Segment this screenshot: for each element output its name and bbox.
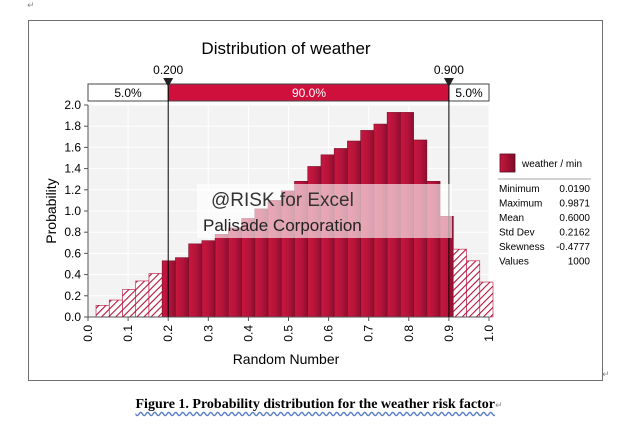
x-axis-ticks: 0.0 0.1 0.2 0.3 0.4 0.5 0.6 0.7 0.8 0.9 1.0 — [81, 317, 496, 342]
legend-series-label: weather / min — [521, 159, 582, 170]
band-right-percent: 5.0% — [455, 86, 483, 100]
y-tick-label: 0.2 — [64, 289, 81, 303]
stat-value: 0.9871 — [559, 199, 590, 210]
y-tick-label: 1.6 — [64, 140, 81, 154]
histogram-bar — [148, 273, 163, 318]
histogram-bar — [108, 299, 123, 318]
paragraph-mark-right: ↵ — [602, 370, 610, 380]
watermark-line-2: Palisade Corporation — [203, 216, 362, 235]
histogram-bar — [453, 248, 467, 318]
watermark-line-1: @RISK for Excel — [211, 190, 354, 211]
y-tick-label: 0.8 — [64, 225, 81, 239]
x-tick-label: 0.3 — [201, 325, 215, 342]
band-middle-percent: 90.0% — [292, 86, 326, 100]
y-axis-ticks: 0.0 0.2 0.4 0.6 0.8 1.0 1.2 1.4 1.6 1.8 2.0 — [64, 98, 88, 324]
stat-label: Minimum — [499, 184, 540, 195]
watermark-box — [197, 184, 452, 238]
stat-value: -0.4777 — [556, 242, 590, 253]
x-tick-label: 0.2 — [161, 325, 175, 342]
figure-caption-text: Figure 1. Probability distribution for t… — [135, 397, 495, 412]
x-tick-label: 0.0 — [81, 325, 95, 342]
stat-label: Values — [499, 257, 529, 268]
histogram-bar — [214, 234, 229, 318]
stat-value: 1000 — [568, 257, 591, 268]
y-tick-label: 1.8 — [64, 119, 81, 133]
y-tick-label: 2.0 — [64, 98, 81, 112]
band-left-percent: 5.0% — [114, 86, 142, 100]
x-tick-label: 0.9 — [442, 325, 456, 342]
x-tick-label: 0.8 — [402, 325, 416, 342]
histogram-bar — [161, 260, 176, 318]
histogram-bar — [135, 280, 150, 318]
histogram-bar — [188, 243, 203, 318]
histogram-bar — [201, 240, 216, 318]
x-tick-label: 0.4 — [241, 325, 255, 342]
statistics-table: Minimum 0.0190 Maximum 0.9871 Mean 0.6000 Std … — [499, 184, 590, 268]
figure-caption: Figure 1. Probability distribution for t… — [0, 397, 638, 413]
stat-value: 0.0190 — [559, 184, 590, 195]
x-axis-title: Random Number — [233, 351, 340, 367]
y-tick-label: 1.2 — [64, 183, 81, 197]
histogram-bar — [122, 289, 137, 318]
paragraph-mark-top: ↵ — [27, 1, 35, 11]
histogram-bar — [228, 227, 242, 318]
chart-title: Distribution of weather — [201, 39, 370, 58]
stat-label: Std Dev — [499, 228, 535, 239]
legend-swatch — [499, 153, 516, 173]
y-tick-label: 1.4 — [64, 162, 81, 176]
histogram-bar — [466, 260, 481, 318]
stat-value: 0.2162 — [559, 228, 590, 239]
x-tick-label: 0.5 — [282, 325, 296, 342]
x-tick-label: 0.6 — [322, 325, 336, 342]
histogram-bar — [95, 305, 110, 318]
y-axis-title: Probability — [43, 178, 59, 243]
left-delimiter-handle[interactable] — [163, 78, 174, 87]
x-tick-label: 1.0 — [482, 325, 496, 342]
caption-paragraph-mark: ↵ — [494, 401, 503, 411]
y-tick-label: 0.0 — [64, 310, 81, 324]
right-delimiter-value: 0.900 — [434, 63, 464, 77]
distribution-chart: Distribution of weather 0.0 0.2 0.4 0.6 0.8 1… — [43, 39, 591, 367]
histogram-bar — [175, 257, 189, 318]
y-tick-label: 1.0 — [64, 204, 81, 218]
histogram-bar — [479, 281, 494, 318]
y-tick-label: 0.4 — [64, 268, 81, 282]
stat-value: 0.6000 — [559, 213, 590, 224]
stat-label: Skewness — [499, 242, 545, 253]
x-tick-label: 0.7 — [362, 325, 376, 342]
left-delimiter-value: 0.200 — [153, 63, 183, 77]
chart-frame: Distribution of weather 0.0 0.2 0.4 0.6 0.8 1… — [28, 20, 603, 381]
y-tick-label: 0.6 — [64, 246, 81, 260]
stat-label: Mean — [499, 213, 524, 224]
right-delimiter-handle[interactable] — [443, 78, 454, 87]
x-tick-label: 0.1 — [121, 325, 135, 342]
stat-label: Maximum — [499, 199, 542, 210]
